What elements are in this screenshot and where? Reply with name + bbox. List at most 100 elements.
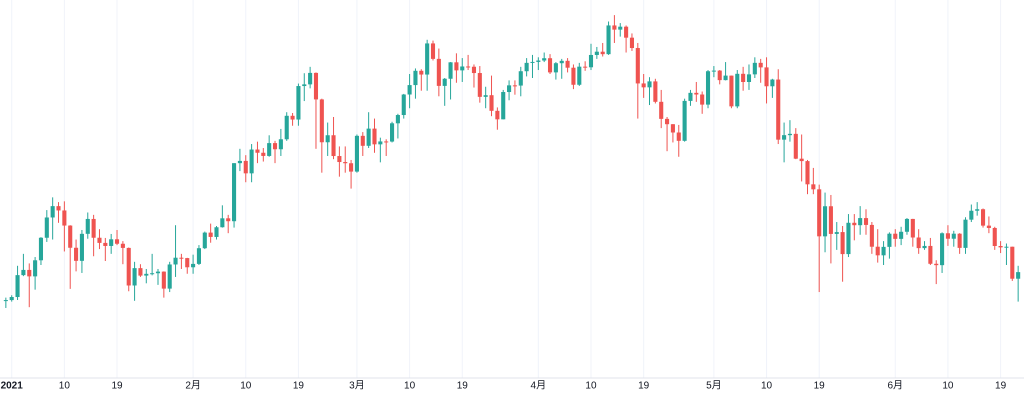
candle-body bbox=[44, 217, 49, 238]
candle-body bbox=[161, 271, 166, 289]
candle-body bbox=[308, 72, 313, 85]
x-tick-label: 10 bbox=[404, 381, 416, 392]
candle-body bbox=[717, 70, 722, 81]
candle-body bbox=[173, 257, 178, 265]
candle-body bbox=[501, 92, 506, 120]
candle-body bbox=[144, 273, 149, 276]
candle-body bbox=[694, 92, 699, 95]
candle-body bbox=[899, 231, 904, 239]
candle-body bbox=[729, 75, 734, 107]
candle-body bbox=[495, 110, 500, 120]
candle-body bbox=[594, 51, 599, 55]
candle-body bbox=[852, 222, 857, 226]
candle-body bbox=[840, 232, 845, 255]
candle-body bbox=[553, 63, 558, 73]
candle-body bbox=[62, 210, 67, 226]
candle-body bbox=[700, 94, 705, 105]
x-tick-label: 10 bbox=[59, 381, 71, 392]
candle-body bbox=[1016, 272, 1021, 279]
candle-body bbox=[565, 60, 570, 68]
candle-body bbox=[384, 141, 389, 143]
candle-body bbox=[56, 206, 61, 211]
candle-body bbox=[969, 210, 974, 220]
candle-body bbox=[828, 206, 833, 234]
candle-body bbox=[904, 218, 910, 232]
candle-body bbox=[682, 100, 687, 141]
candle-body bbox=[261, 152, 266, 156]
candle-body bbox=[430, 43, 436, 59]
candle-body bbox=[735, 73, 740, 107]
candle-body bbox=[272, 143, 278, 150]
candle-body bbox=[255, 149, 260, 153]
candle-body bbox=[916, 237, 921, 249]
candle-body bbox=[869, 224, 874, 247]
candle-body bbox=[337, 156, 342, 163]
candle-body bbox=[881, 246, 886, 256]
x-tick-label: 3月 bbox=[349, 380, 365, 392]
candle-body bbox=[120, 243, 125, 248]
candle-body bbox=[782, 135, 787, 140]
candle-body bbox=[629, 37, 635, 49]
x-tick-label: 19 bbox=[814, 381, 826, 392]
x-tick-label: 19 bbox=[995, 381, 1007, 392]
candle-body bbox=[21, 269, 26, 276]
candle-body bbox=[74, 247, 79, 261]
x-tick-label: 10 bbox=[585, 381, 597, 392]
candle-body bbox=[676, 132, 681, 141]
candle-body bbox=[910, 218, 915, 238]
candle-body bbox=[875, 246, 880, 256]
candle-body bbox=[922, 245, 927, 249]
candle-body bbox=[372, 128, 377, 145]
x-tick-label: 19 bbox=[111, 381, 123, 392]
candle-body bbox=[945, 233, 950, 239]
candle-body bbox=[267, 143, 272, 156]
candle-body bbox=[389, 123, 395, 142]
candle-body bbox=[167, 264, 172, 289]
candle-body bbox=[249, 149, 254, 174]
candle-body bbox=[893, 233, 898, 239]
candle-body bbox=[477, 73, 482, 97]
candle-body bbox=[27, 269, 32, 277]
candle-body bbox=[325, 135, 330, 143]
candle-body bbox=[624, 26, 629, 38]
candle-body bbox=[507, 85, 512, 93]
candle-body bbox=[805, 161, 810, 185]
candle-body bbox=[91, 218, 96, 238]
candle-body bbox=[858, 218, 863, 226]
candle-body bbox=[290, 115, 295, 120]
candle-body bbox=[407, 85, 412, 95]
candle-body bbox=[460, 66, 465, 71]
candle-body bbox=[425, 43, 430, 75]
candle-body bbox=[746, 74, 752, 82]
x-tick-label: 6月 bbox=[887, 380, 903, 392]
candle-body bbox=[641, 83, 646, 88]
candle-body bbox=[185, 258, 190, 268]
candle-body bbox=[741, 73, 746, 82]
candle-body bbox=[992, 227, 997, 247]
x-tick-label: 2021 bbox=[1, 381, 24, 392]
candle-body bbox=[758, 62, 763, 68]
candle-body bbox=[284, 115, 289, 140]
candle-body bbox=[653, 81, 658, 102]
candle-body bbox=[518, 71, 523, 86]
candle-body bbox=[659, 101, 664, 119]
x-tick-label: 10 bbox=[761, 381, 773, 392]
candle-body bbox=[237, 160, 242, 164]
candle-body bbox=[823, 206, 828, 237]
candle-body bbox=[226, 218, 231, 222]
candle-body bbox=[109, 239, 114, 246]
candle-body bbox=[1010, 246, 1015, 279]
candle-body bbox=[635, 48, 640, 84]
candle-body bbox=[471, 66, 477, 74]
candle-body bbox=[313, 72, 319, 100]
candle-body bbox=[68, 225, 73, 248]
x-tick-label: 2月 bbox=[185, 380, 201, 392]
candle-body bbox=[419, 70, 424, 75]
x-tick-label: 4月 bbox=[531, 380, 547, 392]
candle-body bbox=[940, 233, 945, 266]
candle-body bbox=[331, 135, 336, 157]
candle-body bbox=[366, 128, 371, 146]
candle-body bbox=[302, 84, 307, 87]
